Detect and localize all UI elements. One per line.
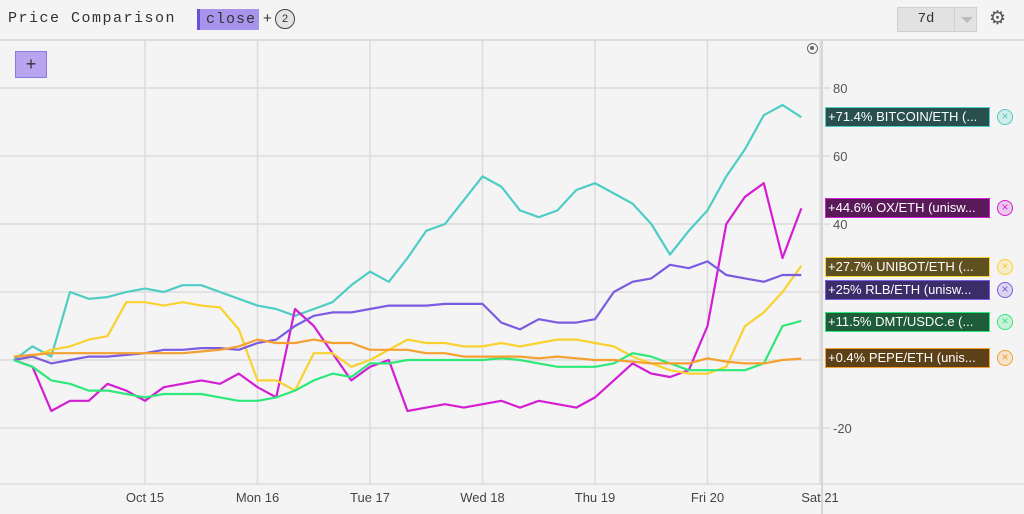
page-title: Price Comparison bbox=[8, 10, 177, 27]
legend-tag[interactable]: +11.5% DMT/USDC.e (... bbox=[825, 312, 990, 332]
legend-tag[interactable]: +27.7% UNIBOT/ETH (... bbox=[825, 257, 990, 277]
x-tick-label: Oct 15 bbox=[126, 490, 164, 505]
series-line-rlb-eth bbox=[13, 260, 802, 365]
chart-header: Price Comparison close + 2 7d ⚙ bbox=[0, 0, 1024, 41]
x-tick-label: Thu 19 bbox=[575, 490, 615, 505]
x-tick-label: Tue 17 bbox=[350, 490, 390, 505]
range-select[interactable]: 7d bbox=[897, 7, 977, 32]
axis-ticks: 80 60 40 -20 Oct 15 Mon 16 Tue 17 Wed 18 Thu 19 F… bbox=[126, 81, 852, 505]
y-tick-label: 60 bbox=[833, 149, 847, 164]
legend-tag[interactable]: +0.4% PEPE/ETH (unis... bbox=[825, 348, 990, 368]
x-tick-label: Wed 18 bbox=[460, 490, 505, 505]
y-tick-label: -20 bbox=[833, 421, 852, 436]
remove-series-close-icon[interactable]: × bbox=[997, 350, 1013, 366]
add-metric-plus[interactable]: + bbox=[263, 10, 272, 27]
remove-series-close-icon[interactable]: × bbox=[997, 314, 1013, 330]
x-tick-label: Mon 16 bbox=[236, 490, 279, 505]
y-tick-label: 40 bbox=[833, 217, 847, 232]
remove-series-close-icon[interactable]: × bbox=[997, 200, 1013, 216]
metric-chip-close[interactable]: close bbox=[197, 9, 259, 30]
gear-icon[interactable]: ⚙ bbox=[989, 8, 1007, 29]
add-series-button[interactable]: + bbox=[15, 51, 47, 78]
series-line-dmt-usdc-e bbox=[13, 319, 802, 402]
legend-tag[interactable]: +44.6% OX/ETH (unisw... bbox=[825, 198, 990, 218]
remove-series-close-icon[interactable]: × bbox=[997, 259, 1013, 275]
crosshair-target-icon[interactable] bbox=[807, 43, 818, 54]
chevron-down-icon[interactable] bbox=[961, 17, 973, 23]
series-line-ox-eth bbox=[13, 182, 803, 413]
extra-metrics-count-badge[interactable]: 2 bbox=[275, 9, 295, 29]
y-tick-label: 80 bbox=[833, 81, 847, 96]
x-tick-label: Fri 20 bbox=[691, 490, 724, 505]
legend-tag[interactable]: +25% RLB/ETH (unisw... bbox=[825, 280, 990, 300]
series-line-bitcoin-eth bbox=[13, 103, 802, 361]
range-value[interactable]: 7d bbox=[898, 8, 955, 31]
series-lines bbox=[13, 103, 803, 413]
remove-series-close-icon[interactable]: × bbox=[997, 109, 1013, 125]
remove-series-close-icon[interactable]: × bbox=[997, 282, 1013, 298]
x-tick-label: Sat 21 bbox=[801, 490, 839, 505]
series-line-unibot-eth bbox=[13, 265, 803, 392]
series-line-pepe-eth bbox=[13, 338, 802, 365]
grid bbox=[0, 40, 1024, 514]
legend-tag[interactable]: +71.4% BITCOIN/ETH (... bbox=[825, 107, 990, 127]
